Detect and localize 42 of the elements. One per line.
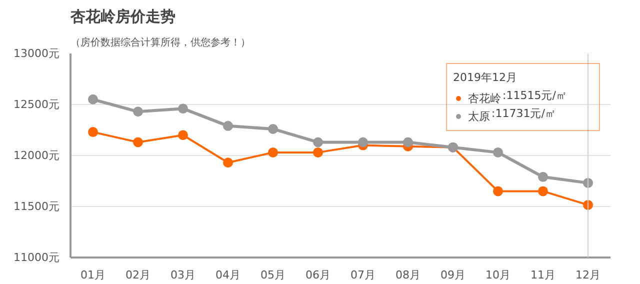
x-tick-label: 12月: [576, 268, 600, 282]
legend-label: 太原: [468, 110, 490, 122]
x-tick-label: 10月: [486, 268, 510, 282]
text: :11731元/㎡: [492, 107, 556, 120]
point: [403, 137, 413, 148]
x-tick-label: 04月: [216, 268, 240, 282]
point: [538, 172, 548, 182]
chart-subtitle: （房价数据综合计算所得，供您参考！）: [70, 36, 250, 48]
legend-title: 2019年12月: [453, 70, 518, 85]
y-tick-label: 12500元: [14, 98, 60, 111]
text: :11515元/㎡: [502, 89, 567, 102]
point: [178, 104, 188, 114]
point: [88, 127, 98, 138]
y-tick-label: 11500元: [14, 200, 60, 213]
legend-label: 杏花岭: [468, 92, 501, 104]
y-tick-label: 11000元: [14, 251, 60, 264]
x-tick-label: 06月: [306, 268, 330, 282]
point: [223, 158, 233, 168]
chart-title: 杏花岭房价走势: [70, 8, 176, 26]
point: [313, 137, 323, 148]
x-tick-label: 05月: [260, 268, 286, 282]
point: [178, 130, 188, 140]
point: [268, 124, 278, 134]
y-tick-label: 13000元: [14, 47, 60, 60]
x-tick-label: 01月: [80, 268, 106, 282]
point: [88, 94, 98, 104]
x-tick-label: 09月: [440, 268, 466, 282]
x-tick-label: 03月: [170, 268, 196, 282]
point: [268, 147, 278, 158]
x-tick-label: 11月: [530, 268, 556, 282]
point: [133, 106, 143, 117]
point: [493, 147, 503, 158]
point: [133, 137, 143, 148]
point: [538, 186, 548, 196]
x-tick-label: 07月: [350, 268, 376, 282]
x-tick-label: 08月: [396, 268, 420, 282]
x-tick-label: 02月: [126, 268, 150, 282]
point: [493, 186, 503, 196]
point: [223, 120, 233, 131]
y-tick-label: 12000元: [14, 149, 60, 162]
point: [313, 147, 323, 158]
point: [358, 137, 368, 148]
